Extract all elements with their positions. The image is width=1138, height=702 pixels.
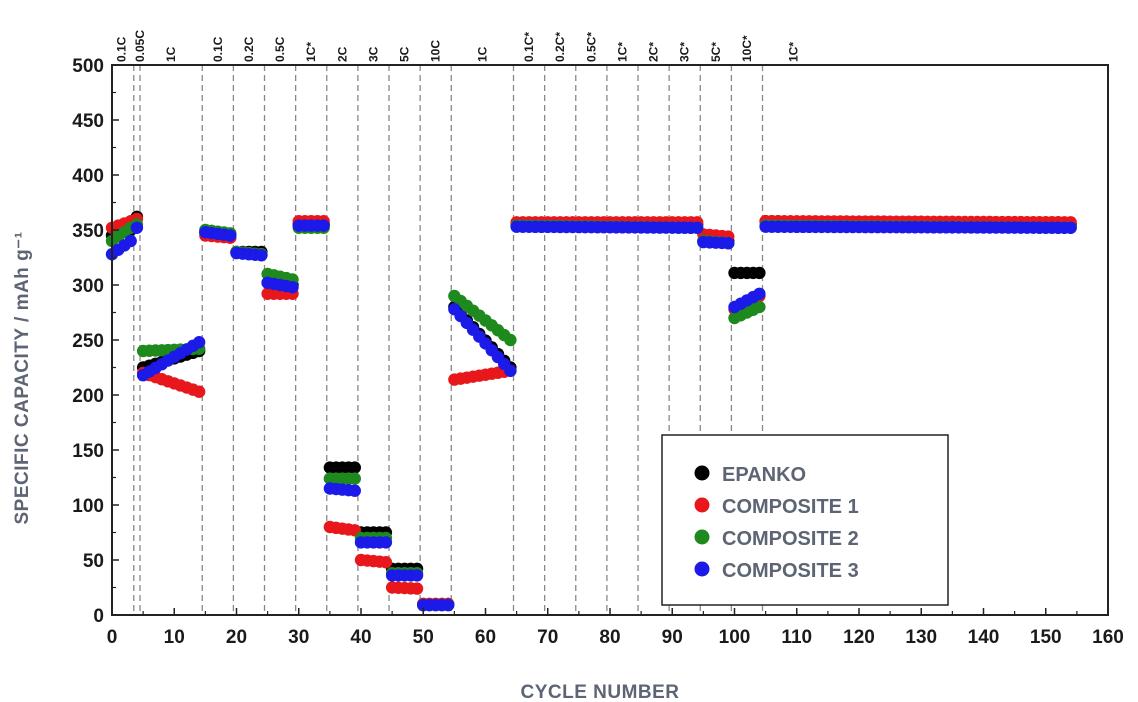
rate-label: 10C* [740, 35, 754, 62]
data-point [255, 249, 268, 262]
y-tick-label: 150 [72, 441, 104, 462]
x-tick-label: 70 [537, 627, 558, 648]
x-tick-label: 60 [475, 627, 496, 648]
data-point [192, 336, 206, 349]
legend-marker [694, 561, 710, 577]
legend: EPANKO COMPOSITE 1 COMPOSITE 2 COMPOSITE 3 [661, 434, 949, 606]
data-point [753, 287, 766, 300]
x-tick-label: 100 [719, 627, 751, 648]
y-tick-label: 100 [72, 496, 104, 517]
legend-box [661, 434, 949, 606]
y-tick-label: 0 [93, 606, 104, 627]
legend-marker [694, 529, 710, 545]
rate-label: 5C* [709, 42, 723, 62]
data-point [504, 333, 517, 347]
legend-label: COMPOSITE 1 [722, 496, 859, 518]
x-axis: 0 10 20 30 40 50 60 70 80 90 100 110 120 130 140 150 160 [107, 608, 1124, 648]
y-tick-label: 200 [72, 386, 104, 407]
data-point [286, 281, 299, 294]
x-tick-label: 30 [288, 627, 309, 648]
x-tick-label: 0 [107, 627, 118, 648]
rate-label: 1C* [615, 42, 629, 62]
x-tick-label: 90 [662, 627, 683, 648]
y-axis-title: SPECIFIC CAPACITY / mAh g⁻¹ [12, 231, 33, 524]
x-axis-title: CYCLE NUMBER [520, 682, 679, 702]
legend-marker [694, 465, 710, 481]
y-tick-label: 450 [72, 111, 104, 132]
data-point [753, 300, 766, 314]
data-point [1064, 221, 1077, 234]
data-points [105, 210, 1077, 612]
rate-labels: 0.1C 0.05C 1C 0.1C 0.2C 0.5C 1C* 2C 3C 5C 10C 1C 0.1… [114, 30, 800, 62]
x-tick-label: 40 [350, 627, 371, 648]
x-tick-label: 140 [968, 627, 1000, 648]
rate-boundaries [133, 65, 764, 615]
legend-label: COMPOSITE 3 [722, 560, 859, 582]
data-point [192, 385, 206, 398]
rate-label: 0.1C [114, 36, 128, 62]
data-point [410, 569, 424, 582]
rate-label: 1C* [304, 42, 318, 62]
y-axis: 0 50 100 150 200 250 300 350 400 450 500 [72, 56, 119, 627]
data-point [348, 461, 361, 474]
data-point [348, 484, 361, 497]
y-tick-label: 300 [72, 276, 104, 297]
y-tick-label: 400 [72, 166, 104, 187]
rate-label: 0.2C* [553, 32, 567, 62]
data-point [130, 221, 144, 234]
data-point [348, 472, 361, 485]
rate-label: 3C [366, 46, 380, 62]
rate-label: 0.1C [211, 36, 225, 62]
legend-marker [694, 497, 710, 513]
data-point [504, 364, 517, 377]
x-tick-label: 160 [1092, 627, 1124, 648]
x-tick-label: 150 [1030, 627, 1062, 648]
plot-frame [111, 64, 1109, 616]
x-tick-label: 110 [781, 627, 812, 648]
rate-label: 2C [335, 46, 349, 62]
rate-label: 3C* [678, 42, 692, 62]
rate-label: 1C* [787, 42, 801, 62]
legend-label: COMPOSITE 2 [722, 528, 859, 550]
rate-label: 0.1C* [522, 32, 536, 62]
data-point [317, 219, 330, 232]
data-point [224, 229, 237, 242]
rate-label: 2C* [647, 42, 661, 62]
rate-label: 0.05C [133, 30, 147, 62]
data-point [410, 582, 424, 595]
data-point [722, 237, 735, 250]
x-tick-label: 20 [226, 627, 247, 648]
y-tick-label: 350 [72, 221, 104, 242]
rate-label: 1C [164, 46, 178, 62]
rate-label: 5C [398, 46, 412, 62]
y-tick-label: 500 [72, 56, 104, 77]
data-point [441, 598, 455, 612]
rate-label: 10C [429, 40, 443, 62]
rate-label: 0.2C [242, 36, 256, 62]
data-point [379, 556, 393, 569]
y-tick-label: 50 [83, 551, 104, 572]
x-tick-label: 80 [599, 627, 620, 648]
x-tick-label: 10 [164, 627, 185, 648]
x-tick-label: 120 [843, 627, 875, 648]
x-tick-label: 50 [413, 627, 434, 648]
y-tick-label: 250 [72, 331, 104, 352]
rate-label: 0.5C [273, 36, 287, 62]
data-point [379, 536, 393, 549]
rate-label: 1C [475, 46, 489, 62]
data-point [690, 221, 704, 234]
series-composite-3 [105, 219, 1077, 612]
rate-label: 0.5C* [584, 32, 598, 62]
legend-label: EPANKO [722, 464, 806, 486]
data-point [753, 266, 766, 280]
data-point [124, 234, 137, 248]
x-tick-label: 130 [905, 627, 937, 648]
